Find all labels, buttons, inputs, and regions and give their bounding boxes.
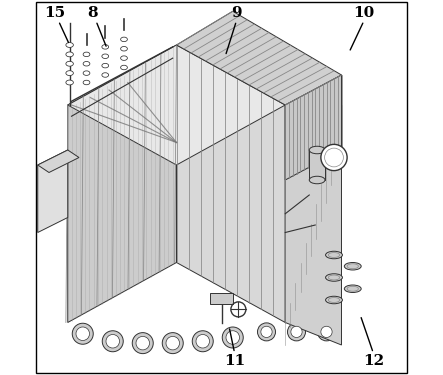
Circle shape — [257, 323, 276, 341]
Circle shape — [102, 331, 123, 352]
Ellipse shape — [120, 65, 128, 70]
Ellipse shape — [83, 71, 90, 75]
Ellipse shape — [309, 146, 325, 154]
Ellipse shape — [83, 80, 90, 85]
Circle shape — [132, 333, 153, 354]
Circle shape — [291, 326, 302, 338]
Polygon shape — [285, 105, 342, 345]
Ellipse shape — [102, 73, 109, 77]
Text: 12: 12 — [363, 354, 384, 368]
Polygon shape — [68, 45, 285, 165]
Text: 15: 15 — [44, 6, 65, 20]
Circle shape — [321, 144, 347, 171]
Text: 10: 10 — [354, 6, 375, 20]
Polygon shape — [38, 150, 68, 232]
Circle shape — [136, 336, 149, 350]
Circle shape — [261, 326, 272, 338]
Ellipse shape — [326, 274, 342, 281]
Circle shape — [162, 333, 183, 354]
Polygon shape — [176, 45, 285, 322]
Ellipse shape — [326, 296, 342, 304]
Ellipse shape — [102, 45, 109, 49]
Polygon shape — [176, 11, 342, 105]
Polygon shape — [68, 45, 176, 322]
Ellipse shape — [66, 61, 74, 66]
Polygon shape — [210, 292, 233, 304]
Ellipse shape — [120, 56, 128, 60]
Circle shape — [288, 323, 306, 341]
Ellipse shape — [120, 37, 128, 42]
Ellipse shape — [66, 70, 74, 76]
Circle shape — [318, 323, 335, 341]
Ellipse shape — [83, 62, 90, 66]
Ellipse shape — [66, 52, 74, 57]
Ellipse shape — [66, 80, 74, 85]
Text: 8: 8 — [87, 6, 97, 20]
Ellipse shape — [83, 52, 90, 57]
Polygon shape — [309, 150, 325, 180]
Ellipse shape — [102, 63, 109, 68]
Text: 11: 11 — [224, 354, 245, 368]
Circle shape — [222, 327, 243, 348]
Circle shape — [106, 334, 120, 348]
Ellipse shape — [66, 43, 74, 48]
Ellipse shape — [102, 54, 109, 58]
Circle shape — [192, 331, 213, 352]
Circle shape — [196, 334, 210, 348]
Ellipse shape — [120, 46, 128, 51]
Circle shape — [76, 327, 89, 340]
Ellipse shape — [344, 285, 361, 292]
Polygon shape — [285, 75, 342, 180]
Circle shape — [166, 336, 179, 350]
Circle shape — [226, 331, 240, 344]
Ellipse shape — [344, 262, 361, 270]
Circle shape — [321, 326, 332, 338]
Ellipse shape — [326, 251, 342, 259]
Ellipse shape — [309, 176, 325, 184]
Circle shape — [72, 323, 93, 344]
Text: 9: 9 — [231, 6, 242, 20]
Polygon shape — [38, 150, 79, 172]
